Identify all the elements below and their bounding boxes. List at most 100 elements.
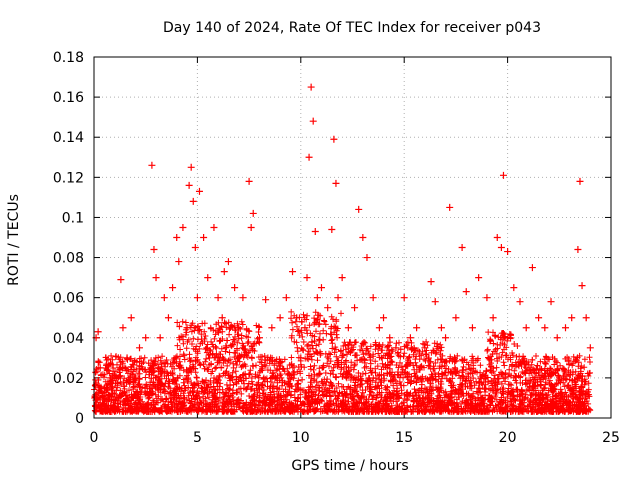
data-point	[535, 314, 543, 322]
data-point	[446, 203, 454, 211]
data-point	[427, 278, 435, 286]
data-point	[522, 324, 530, 332]
data-point	[135, 344, 143, 352]
data-point	[255, 334, 263, 342]
data-point	[96, 364, 104, 372]
x-tick-label: 5	[193, 430, 202, 446]
data-point	[355, 205, 363, 213]
data-point	[499, 171, 507, 179]
data-point	[442, 334, 450, 342]
data-point	[489, 314, 497, 322]
data-point	[117, 276, 125, 284]
data-point	[568, 314, 576, 322]
data-point	[475, 274, 483, 282]
data-point	[289, 268, 297, 276]
data-point	[369, 294, 377, 302]
data-point	[338, 274, 346, 282]
data-point	[392, 344, 400, 352]
data-point	[111, 390, 119, 398]
data-point	[317, 284, 325, 292]
tick-layer: 0 5 10 15 20 25 0 0.02 0.04 0.06 0.08 0.1 0.12 0.14 0.…	[53, 50, 620, 446]
x-tick-label: 0	[90, 430, 99, 446]
chart-title: Day 140 of 2024, Rate Of TEC Index for r…	[163, 20, 541, 36]
data-point	[268, 324, 276, 332]
data-point	[142, 334, 150, 342]
data-point	[276, 314, 284, 322]
data-point	[578, 282, 586, 290]
data-point	[187, 163, 195, 171]
y-tick-label: 0.16	[53, 90, 84, 106]
data-point	[359, 234, 367, 241]
data-point	[462, 288, 470, 296]
data-point	[305, 153, 313, 161]
data-point	[220, 268, 228, 276]
data-point	[468, 324, 476, 332]
data-point	[562, 324, 570, 332]
roti-sample-cloud	[91, 308, 594, 415]
y-tick-label: 0.08	[53, 251, 84, 267]
data-point	[328, 225, 336, 233]
data-point	[313, 294, 321, 302]
y-tick-label: 0.04	[53, 331, 84, 347]
data-point	[282, 294, 290, 302]
data-point	[400, 294, 408, 302]
y-tick-label: 0.06	[53, 291, 84, 307]
data-point	[547, 298, 555, 306]
data-point	[214, 294, 222, 302]
data-point	[406, 334, 414, 342]
data-point	[173, 234, 181, 241]
x-axis-label: GPS time / hours	[291, 458, 408, 474]
data-point	[586, 344, 594, 352]
x-tick-label: 25	[602, 430, 620, 446]
data-point	[516, 298, 524, 306]
data-point	[189, 197, 197, 205]
data-point	[332, 179, 340, 187]
data-point	[493, 234, 501, 241]
data-point	[191, 244, 199, 252]
data-point	[249, 209, 257, 217]
data-point	[100, 384, 108, 392]
data-point	[200, 234, 208, 241]
data-point	[195, 187, 203, 195]
data-point	[224, 258, 232, 266]
data-point	[576, 177, 584, 185]
data-point	[311, 227, 319, 235]
data-point	[239, 294, 247, 302]
data-point	[553, 334, 561, 342]
data-point	[193, 294, 201, 302]
x-tick-label: 10	[292, 430, 310, 446]
data-point	[231, 284, 239, 292]
data-point	[363, 254, 371, 262]
data-point	[483, 294, 491, 302]
data-point	[247, 223, 255, 231]
y-tick-label: 0.14	[53, 130, 84, 146]
data-point	[175, 258, 183, 266]
data-point	[179, 223, 187, 231]
y-tick-label: 0.02	[53, 371, 84, 387]
data-point	[169, 284, 177, 292]
y-tick-label: 0.18	[53, 50, 84, 66]
data-point	[119, 324, 127, 332]
data-point	[528, 264, 536, 272]
data-point	[210, 223, 218, 231]
data-point	[107, 374, 115, 382]
data-point	[152, 274, 160, 282]
data-point	[262, 296, 270, 304]
data-point	[156, 334, 164, 342]
data-point	[309, 117, 317, 125]
data-point	[375, 324, 383, 332]
data-point	[504, 248, 512, 256]
data-point	[324, 304, 332, 312]
data-point	[386, 334, 394, 342]
data-point	[330, 135, 338, 143]
data-point	[127, 314, 135, 322]
data-point	[497, 244, 505, 252]
data-point	[123, 354, 131, 362]
y-tick-label: 0.12	[53, 170, 84, 186]
data-point	[245, 177, 253, 185]
marker-layer	[92, 83, 594, 398]
data-point	[160, 294, 168, 302]
x-tick-label: 15	[395, 430, 413, 446]
data-point	[218, 314, 226, 322]
